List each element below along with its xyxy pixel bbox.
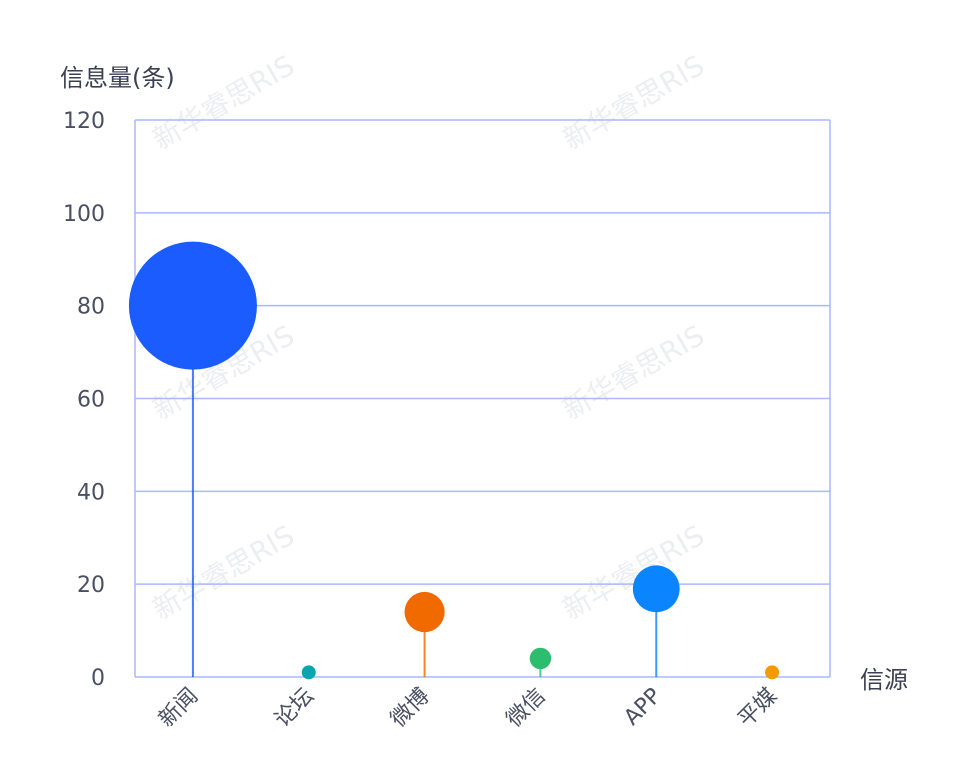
x-tick-label: 新闻 (154, 684, 203, 733)
watermark-text: 新华睿思RIS (557, 519, 710, 626)
point (632, 565, 680, 613)
y-ticks: 0 20 40 60 80 100 120 (63, 109, 105, 691)
x-tick-label: 平媒 (734, 684, 783, 733)
x-tick-label: 微信 (502, 684, 551, 733)
y-tick-label: 80 (77, 295, 105, 320)
point (128, 241, 257, 370)
y-tick-label: 60 (77, 388, 105, 413)
point (301, 665, 316, 680)
point (765, 665, 780, 680)
x-tick-label: 论坛 (270, 684, 319, 733)
y-tick-label: 40 (77, 480, 105, 505)
watermark-text: 新华睿思RIS (557, 319, 710, 426)
x-tick-label: APP (619, 684, 666, 731)
point (529, 647, 552, 670)
y-axis-label: 信息量(条) (60, 64, 175, 92)
x-axis-label: 信源 (860, 666, 908, 694)
y-tick-label: 100 (63, 202, 105, 227)
watermark-text: 新华睿思RIS (557, 49, 710, 156)
y-tick-label: 20 (77, 573, 105, 598)
y-tick-label: 120 (63, 109, 105, 134)
y-tick-label: 0 (91, 666, 105, 691)
grid (134, 119, 831, 678)
point (404, 591, 445, 633)
watermark-text: 新华睿思RIS (147, 519, 300, 626)
x-ticks: 新闻 论坛 微博 微信 APP 平媒 (154, 684, 782, 733)
marks (128, 241, 780, 680)
x-tick-label: 微博 (386, 684, 435, 733)
